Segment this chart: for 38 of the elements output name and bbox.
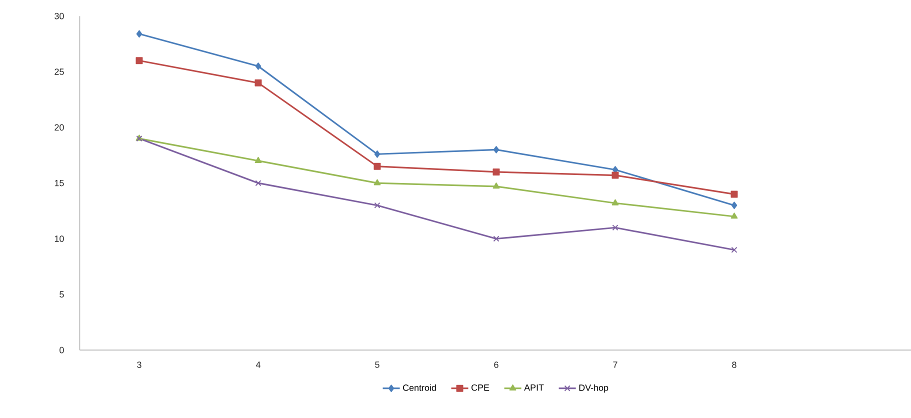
legend-label: Centroid (403, 384, 436, 391)
y-tick-label: 30 (54, 12, 64, 20)
point (136, 30, 142, 38)
legend-label: CPE (472, 384, 490, 391)
point (612, 199, 619, 206)
x-tick-label: 5 (375, 362, 380, 368)
point (492, 168, 500, 176)
point (493, 236, 500, 242)
x-tick-label: 8 (732, 362, 736, 368)
point (612, 224, 618, 231)
y-tick-label: 5 (60, 291, 64, 298)
point (612, 172, 619, 179)
point (254, 79, 262, 86)
point (255, 180, 262, 186)
x-tick-label: 6 (494, 362, 498, 368)
point (374, 202, 380, 208)
point (254, 156, 262, 164)
y-tick-label: 0 (60, 346, 64, 354)
y-tick-label: 20 (54, 124, 64, 131)
point (255, 62, 262, 70)
y-tick-label: 10 (54, 236, 64, 242)
point (374, 162, 381, 170)
point (730, 212, 738, 219)
point (731, 202, 738, 210)
x-tick-label: 3 (137, 362, 142, 368)
point (731, 246, 738, 253)
point (136, 57, 143, 64)
x-tick-label: 7 (613, 362, 618, 368)
point (730, 190, 738, 198)
point (493, 146, 500, 154)
point (492, 182, 500, 189)
x-tick-label: 4 (256, 362, 260, 368)
legend-label: DV-hop (579, 384, 608, 393)
legend-label: APIT (524, 384, 544, 391)
point (374, 150, 380, 158)
point (374, 179, 381, 186)
y-tick-label: 25 (54, 68, 64, 75)
y-tick-label: 15 (54, 180, 64, 186)
